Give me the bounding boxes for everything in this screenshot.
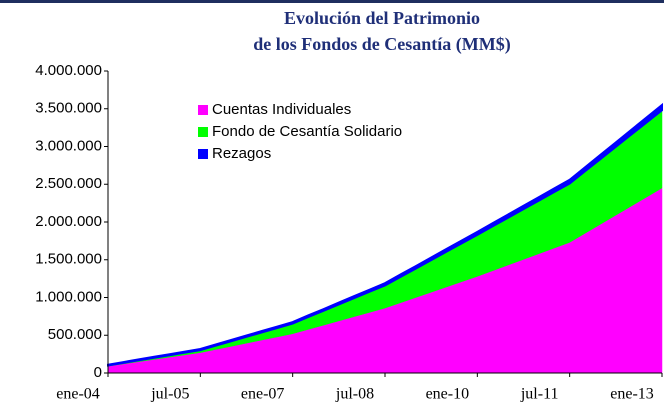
x-tick-label: jul-11 <box>520 386 559 403</box>
legend-swatch <box>198 149 208 159</box>
area <box>107 102 663 367</box>
chart-title: de los Fondos de Cesantía (MM$) <box>253 34 511 55</box>
x-tick-label: jul-08 <box>335 386 374 403</box>
y-tick-label: 4.000.000 <box>35 62 102 79</box>
x-tick-label: ene-13 <box>610 386 654 403</box>
y-tick-label: 3.000.000 <box>35 137 102 154</box>
x-tick-label: ene-07 <box>241 386 285 403</box>
y-tick-label: 3.500.000 <box>35 100 102 117</box>
y-tick-label: 1.000.000 <box>35 288 102 305</box>
y-tick-label: 0 <box>94 364 102 381</box>
chart-title: Evolución del Patrimonio <box>284 8 480 28</box>
x-tick-label: jul-05 <box>150 386 189 403</box>
top-bar <box>0 0 664 3</box>
y-tick-label: 2.500.000 <box>35 175 102 192</box>
y-tick-label: 2.000.000 <box>35 213 102 230</box>
legend-label: Cuentas Individuales <box>212 101 351 118</box>
legend-label: Fondo de Cesantía Solidario <box>212 123 402 140</box>
legend-swatch <box>198 127 208 137</box>
legend-label: Rezagos <box>212 145 271 162</box>
x-tick-label: ene-10 <box>426 386 470 403</box>
y-tick-label: 1.500.000 <box>35 251 102 268</box>
y-tick-label: 500.000 <box>48 326 102 343</box>
x-tick-label: ene-04 <box>56 386 100 403</box>
legend-swatch <box>198 105 208 115</box>
